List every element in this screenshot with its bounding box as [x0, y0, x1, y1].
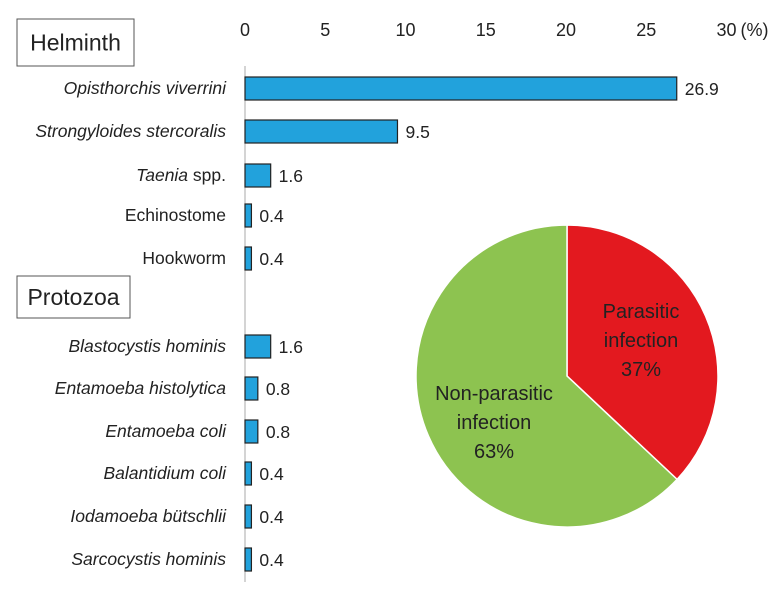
bar-value-label: 0.4 [259, 249, 284, 269]
bar-value-label: 0.8 [266, 379, 290, 399]
category-label: Blastocystis hominis [68, 336, 226, 356]
category-label: Taenia spp. [136, 165, 226, 185]
x-tick-label: 20 [556, 20, 576, 40]
bar-value-label: 1.6 [279, 337, 303, 357]
x-tick-label: 30 [716, 20, 736, 40]
category-label: Iodamoeba bütschlii [70, 506, 227, 526]
category-label: Entamoeba histolytica [55, 378, 226, 398]
bar [244, 76, 678, 101]
bar-value-label: 0.4 [259, 464, 284, 484]
pie-label: Non-parasitic [435, 383, 553, 405]
group-header-box [16, 275, 131, 319]
bar [244, 163, 272, 188]
pie-label: infection [457, 412, 532, 434]
x-unit-label: (%) [741, 20, 769, 40]
pie-slice [415, 224, 679, 528]
group-header-box [16, 18, 135, 67]
bar [244, 419, 259, 444]
bar [244, 461, 253, 486]
x-tick-label: 15 [476, 20, 496, 40]
bar [244, 119, 399, 144]
pie-label: Parasitic [603, 301, 680, 323]
group-header-protozoa: Protozoa [27, 284, 119, 310]
category-label: Opisthorchis viverrini [64, 78, 228, 98]
category-label: Balantidium coli [103, 463, 227, 483]
bar-value-label: 1.6 [279, 166, 303, 186]
category-label: Echinostome [125, 205, 226, 225]
category-label: Hookworm [142, 248, 226, 268]
bar-value-label: 0.4 [259, 206, 284, 226]
x-tick-label: 10 [395, 20, 415, 40]
category-label: Sarcocystis hominis [71, 549, 226, 569]
x-tick-label: 0 [240, 20, 250, 40]
x-tick-label: 5 [320, 20, 330, 40]
bar-value-label: 26.9 [685, 79, 719, 99]
category-label: Entamoeba coli [105, 421, 227, 441]
bar [244, 547, 253, 572]
pie-label: 63% [474, 441, 514, 463]
bar [244, 376, 259, 401]
pie-slice [566, 224, 719, 481]
bar [244, 246, 253, 271]
bar [244, 504, 253, 529]
category-label: Strongyloides stercoralis [35, 121, 226, 141]
bar-value-label: 0.4 [259, 507, 284, 527]
bar [244, 334, 272, 359]
pie-label: infection [604, 330, 679, 352]
bar-value-label: 0.8 [266, 422, 290, 442]
pie-label: 37% [621, 359, 661, 381]
bar-value-label: 0.4 [259, 550, 284, 570]
bar-value-label: 9.5 [405, 122, 429, 142]
group-header-helminth: Helminth [30, 30, 121, 56]
bar [244, 203, 253, 228]
x-tick-label: 25 [636, 20, 656, 40]
